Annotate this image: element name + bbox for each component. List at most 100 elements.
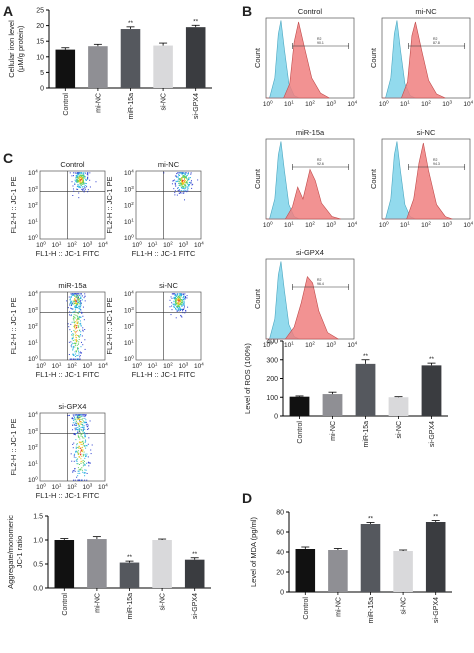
y-tick-label: 100 — [266, 395, 278, 402]
scatter-point — [76, 444, 78, 446]
scatter-point — [178, 174, 180, 176]
scatter-point — [79, 351, 81, 353]
scatter-point — [82, 449, 84, 451]
scatter-point — [70, 331, 72, 333]
scatter-point — [84, 446, 86, 448]
scatter-point — [77, 454, 79, 456]
scatter-point — [78, 423, 80, 425]
scatter-point — [72, 195, 74, 197]
scatter-point — [80, 443, 82, 445]
scatter-point — [81, 414, 83, 416]
y-tick-label: 5 — [40, 70, 44, 77]
scatter-y-label: FL2-H :: JC-1 PE — [105, 297, 114, 354]
scatter-x-label: FL1-H :: JC-1 FITC — [36, 370, 100, 379]
scatter-point — [87, 443, 89, 445]
scatter-point — [79, 432, 81, 434]
y-tick-label: 1.0 — [33, 538, 43, 545]
scatter-point — [85, 469, 87, 471]
scatter-point — [75, 300, 77, 302]
scatter-point — [77, 303, 79, 305]
scatter-point — [86, 423, 88, 425]
scatter-point — [178, 181, 180, 183]
bar — [152, 540, 172, 588]
scatter-point — [76, 176, 78, 178]
scatter-point — [74, 310, 76, 312]
scatter-point — [183, 179, 185, 181]
scatter-point — [73, 433, 75, 435]
x-tick-label: si-NC — [160, 593, 167, 611]
scatter-point — [79, 180, 81, 182]
scatter-point — [181, 299, 183, 301]
scatter-point — [181, 172, 183, 174]
scatter-point — [183, 307, 185, 309]
scatter-point — [73, 190, 75, 192]
scatter-point — [184, 176, 186, 178]
scatter-point — [86, 426, 88, 428]
scatter-point — [174, 182, 176, 184]
scatter-point — [79, 309, 81, 311]
scatter-point — [79, 329, 81, 331]
scatter-point — [182, 297, 184, 299]
scatter-x-label: FL1-H :: JC-1 FITC — [36, 491, 100, 500]
bar — [87, 539, 107, 588]
scatter-point — [83, 174, 85, 176]
scatter-point — [177, 176, 179, 178]
scatter-point — [82, 327, 84, 329]
scatter-point — [83, 432, 85, 434]
scatter-point — [82, 443, 84, 445]
scatter-point — [77, 450, 79, 452]
scatter-point — [73, 353, 75, 355]
scatter-point — [77, 463, 79, 465]
scatter-point — [188, 185, 190, 187]
scatter-point — [80, 172, 82, 174]
scatter-point — [185, 310, 187, 312]
scatter-point — [78, 186, 80, 188]
bar-chart-c: 0.0 0.5 1.0 1.5 Aggregate/monomeric JC-1 rati… — [6, 514, 211, 619]
scatter-point — [95, 181, 97, 183]
scatter-point — [79, 451, 81, 453]
scatter-point — [70, 323, 72, 325]
scatter-point — [78, 173, 80, 175]
scatter-point — [75, 321, 77, 323]
scatter-point — [177, 299, 179, 301]
scatter-point — [184, 172, 186, 174]
scatter-point — [186, 182, 188, 184]
scatter-point — [79, 320, 81, 322]
scatter-point — [77, 185, 79, 187]
scatter-point — [85, 455, 87, 457]
scatter-point — [79, 415, 81, 417]
scatter-point — [172, 304, 174, 306]
scatter-point — [75, 334, 77, 336]
x-tick-label: mi-NC — [94, 593, 101, 613]
x-tick-label: Control — [297, 421, 304, 444]
scatter-point — [80, 301, 82, 303]
scatter-point — [69, 298, 71, 300]
scatter-point — [80, 331, 82, 333]
scatter-point — [82, 451, 84, 453]
scatter-point — [77, 427, 79, 429]
scatter-point — [73, 311, 75, 313]
scatter-point — [179, 184, 181, 186]
scatter-point — [83, 415, 85, 417]
scatter-point — [175, 301, 177, 303]
scatter-point — [82, 180, 84, 182]
scatter-point — [184, 297, 186, 299]
scatter-point — [176, 294, 178, 296]
scatter-point — [80, 423, 82, 425]
scatter-point — [79, 175, 81, 177]
scatter-y-tick: 104 — [124, 169, 134, 178]
scatter-point — [73, 479, 75, 481]
bar — [289, 396, 310, 416]
x-tick-label: miR-15a — [368, 597, 375, 624]
y-tick-label: 0 — [274, 414, 278, 421]
scatter-point — [76, 317, 78, 319]
scatter-point — [180, 296, 182, 298]
scatter-point — [175, 303, 177, 305]
scatter-point — [81, 448, 83, 450]
scatter-point — [79, 310, 81, 312]
scatter-point — [77, 317, 79, 319]
scatter-point — [74, 179, 76, 181]
panel-letter-c: C — [3, 150, 13, 166]
scatter-point — [188, 177, 190, 179]
